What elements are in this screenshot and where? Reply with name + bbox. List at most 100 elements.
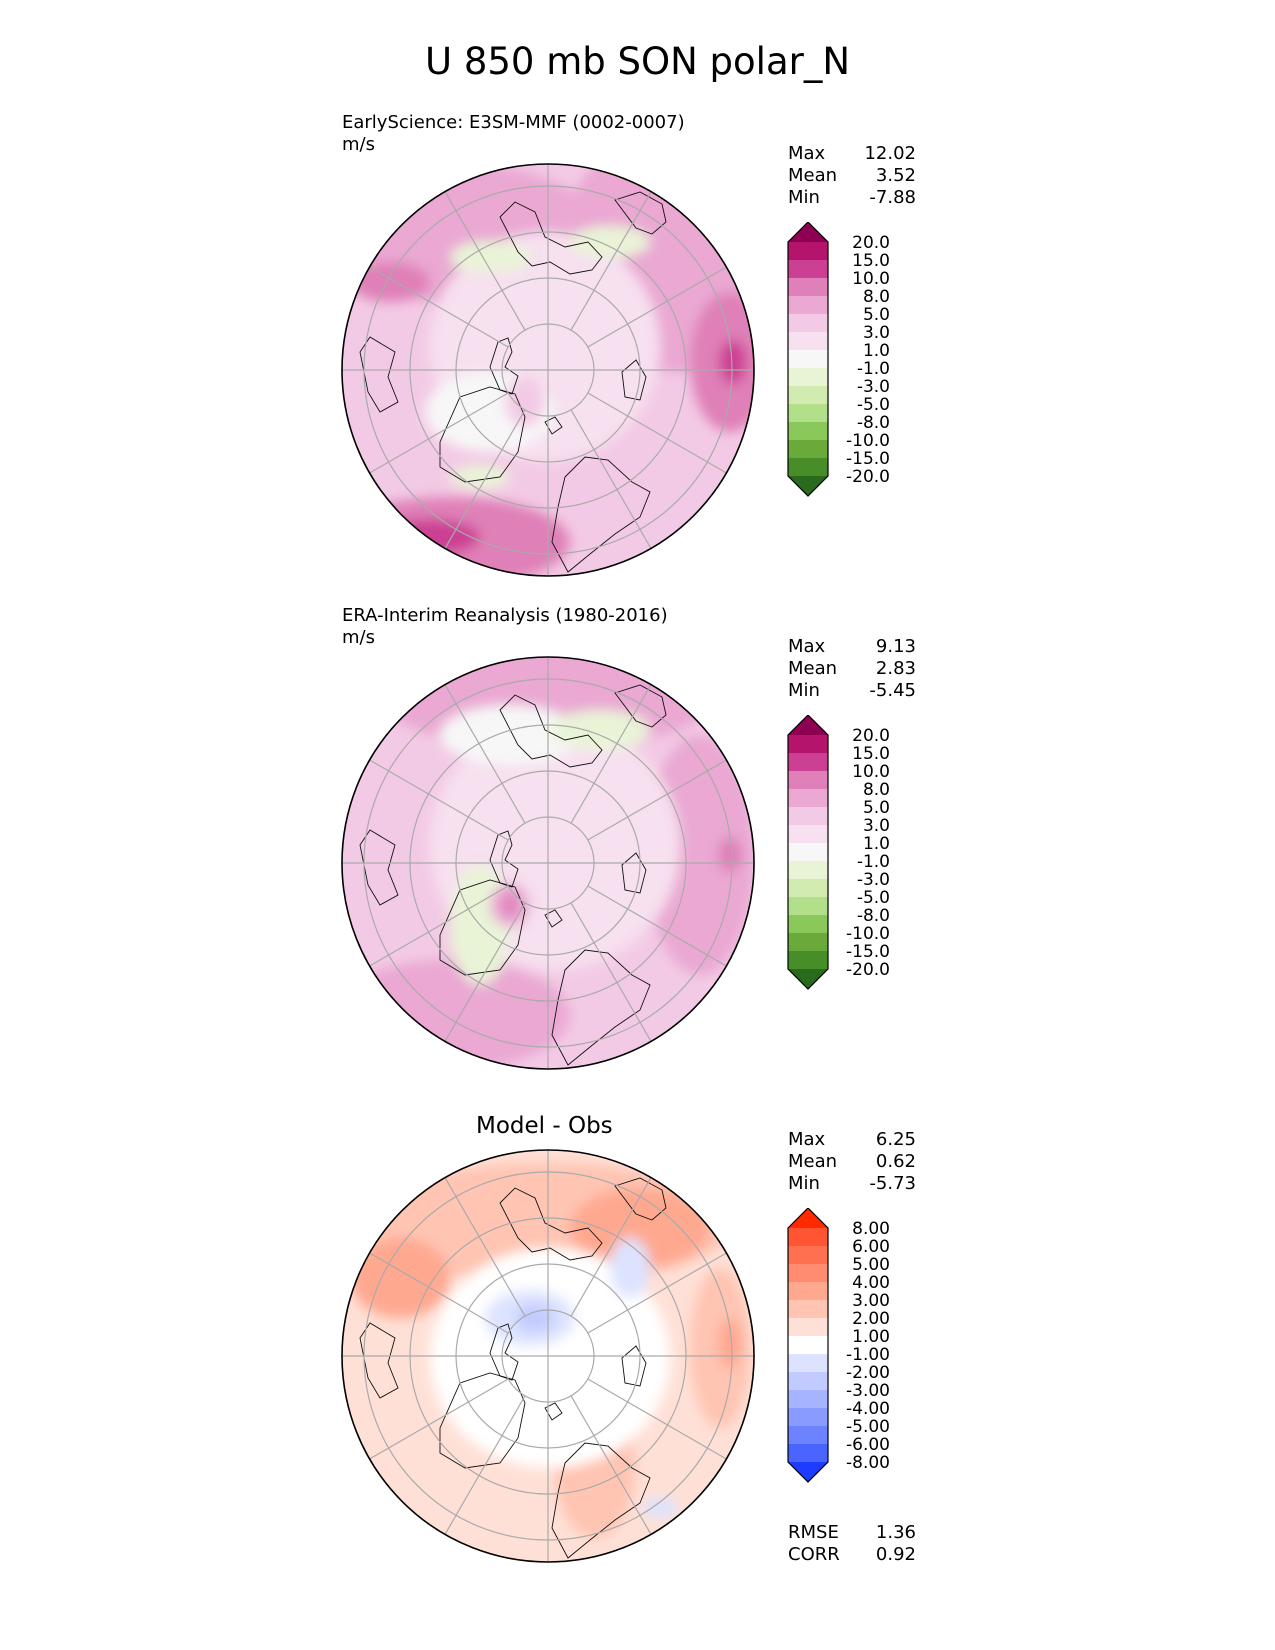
coastline — [551, 1442, 651, 1559]
colorbar-segment — [788, 753, 828, 771]
colorbar-tick-label: 1.0 — [863, 834, 890, 854]
colorbar-segment — [788, 1336, 828, 1354]
colorbar-segment — [788, 897, 828, 915]
colorbar-tick-label: -1.0 — [857, 852, 890, 872]
colorbar-tick-label: 20.0 — [852, 726, 890, 746]
meridian-line — [587, 1378, 727, 1460]
meridian-line — [570, 1177, 652, 1317]
meridian-line — [369, 266, 509, 348]
shaded-region — [570, 226, 650, 258]
colorbar-extend-top — [788, 1208, 828, 1228]
colorbar-extend-bottom — [788, 969, 828, 989]
colorbar-segment — [788, 1300, 828, 1318]
meridian-line — [570, 1395, 652, 1535]
colorbar-tick-label: -5.0 — [857, 888, 890, 908]
coastline — [359, 336, 399, 413]
colorbar-tick-label: -15.0 — [846, 449, 890, 469]
meridian-line — [369, 1252, 509, 1334]
shaded-region — [718, 837, 742, 873]
colorbar-extend-bottom — [788, 476, 828, 496]
meridian-line — [444, 684, 526, 824]
colorbar-segment — [788, 789, 828, 807]
colorbar-tick-label: -3.0 — [857, 377, 890, 397]
colorbar-extend-top — [788, 715, 828, 735]
shaded-region — [502, 893, 518, 917]
panel-3-colorbar: 8.006.005.004.003.002.001.00-1.00-2.00-3… — [787, 1208, 890, 1483]
meridian-line — [587, 885, 727, 967]
coastline — [551, 949, 651, 1066]
panel-3-stat-mean: Mean 0.62 — [788, 1151, 916, 1172]
coastline — [359, 829, 399, 906]
colorbar-tick-label: 15.0 — [852, 744, 890, 764]
meridian-line — [444, 191, 526, 331]
coastline — [614, 684, 667, 728]
map-boundary — [341, 656, 755, 1070]
colorbar-tick-label: -10.0 — [846, 431, 890, 451]
colorbar-segment — [788, 1372, 828, 1390]
colorbar-tick-label: 6.00 — [852, 1237, 890, 1257]
meridian-line — [369, 1378, 509, 1460]
colorbar-segment — [788, 314, 828, 332]
coastline — [621, 1345, 647, 1387]
colorbar-segment — [788, 1390, 828, 1408]
map-boundary — [341, 163, 755, 577]
colorbar-segment — [788, 278, 828, 296]
colorbar-tick-label: -3.00 — [846, 1381, 890, 1401]
panel-2-colorbar: 20.015.010.08.05.03.01.0-1.0-3.0-5.0-8.0… — [787, 715, 890, 990]
colorbar-segment — [788, 933, 828, 951]
colorbar-tick-label: 8.0 — [863, 780, 890, 800]
panel-1-stat-mean: Mean 3.52 — [788, 165, 916, 186]
panel-2-stat-max: Max 9.13 — [788, 636, 916, 657]
meridian-line — [570, 902, 652, 1042]
meridian-line — [587, 1252, 727, 1334]
colorbar-tick-label: 1.00 — [852, 1327, 890, 1347]
shaded-region — [719, 340, 747, 384]
colorbar-tick-label: -4.00 — [846, 1399, 890, 1419]
colorbar-segment — [788, 422, 828, 440]
colorbar-outline — [787, 1208, 829, 1483]
meridian-line — [587, 392, 727, 474]
panel-3-stat-corr: CORR 0.92 — [788, 1544, 916, 1565]
colorbar-segment — [788, 386, 828, 404]
colorbar-tick-label: 10.0 — [852, 762, 890, 782]
meridian-line — [587, 759, 727, 841]
colorbar-tick-label: -10.0 — [846, 924, 890, 944]
coastline — [544, 909, 563, 928]
colorbar-segment — [788, 404, 828, 422]
shaded-region — [380, 519, 480, 555]
panel-2-map — [341, 656, 755, 1070]
colorbar-tick-label: -15.0 — [846, 942, 890, 962]
coastline — [439, 1372, 526, 1469]
colorbar-outline — [787, 715, 829, 990]
panel-3-title: Model - Obs — [476, 1113, 613, 1139]
colorbar-segment — [788, 825, 828, 843]
colorbar-tick-label: 15.0 — [852, 251, 890, 271]
colorbar-tick-label: 8.0 — [863, 287, 890, 307]
colorbar-tick-label: 8.00 — [852, 1219, 890, 1239]
colorbar-segment — [788, 807, 828, 825]
panel-3-stat-max: Max 6.25 — [788, 1129, 916, 1150]
colorbar-tick-label: -5.00 — [846, 1417, 890, 1437]
coastline — [499, 694, 603, 768]
coastline — [439, 386, 526, 483]
coastline — [544, 1402, 563, 1421]
meridian-line — [444, 902, 526, 1042]
colorbar-segment — [788, 1264, 828, 1282]
colorbar-segment — [788, 260, 828, 278]
shaded-region — [570, 1188, 710, 1268]
panel-1-colorbar: 20.015.010.08.05.03.01.0-1.0-3.0-5.0-8.0… — [787, 222, 890, 497]
shaded-region — [440, 705, 580, 765]
panel-1-stat-max: Max 12.02 — [788, 143, 916, 164]
colorbar-segment — [788, 735, 828, 753]
colorbar-extend-bottom — [788, 1462, 828, 1482]
colorbar-segment — [788, 1282, 828, 1300]
colorbar-segment — [788, 242, 828, 260]
panel-1-stat-min: Min -7.88 — [788, 187, 916, 208]
colorbar-tick-label: 3.0 — [863, 323, 890, 343]
coastline — [544, 416, 563, 435]
figure-title: U 850 mb SON polar_N — [424, 40, 851, 83]
colorbar-tick-label: -1.0 — [857, 359, 890, 379]
coastline — [621, 359, 647, 401]
colorbar-segment — [788, 861, 828, 879]
colorbar-segment — [788, 915, 828, 933]
